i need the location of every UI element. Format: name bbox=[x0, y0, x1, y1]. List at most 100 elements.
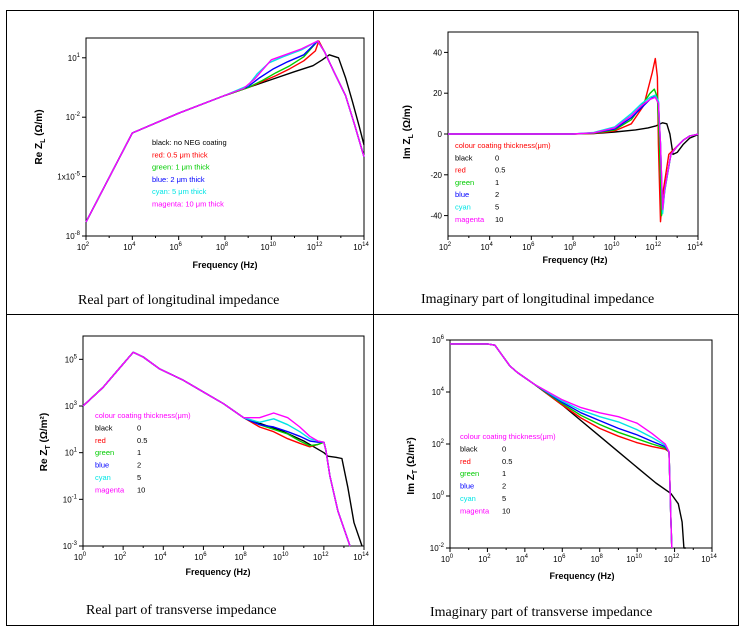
x-tick-label: 1012 bbox=[664, 554, 680, 564]
legend-value: 10 bbox=[502, 506, 510, 515]
legend-value: 5 bbox=[502, 494, 506, 503]
legend-value: 2 bbox=[137, 461, 141, 470]
legend-value: 1 bbox=[137, 448, 141, 457]
series-magenta-line bbox=[450, 343, 673, 549]
legend-entry: blue: 2 μm thick bbox=[152, 175, 205, 184]
legend-entry: magenta: 10 μm thick bbox=[152, 200, 224, 209]
series-red-line bbox=[82, 351, 351, 547]
x-axis-label: Frequency (Hz) bbox=[542, 255, 607, 265]
legend-entry: green bbox=[455, 178, 474, 187]
y-tick-label: -40 bbox=[430, 212, 442, 221]
grid-divider-horizontal bbox=[7, 314, 738, 315]
x-tick-label: 108 bbox=[591, 554, 604, 564]
series-blue-line bbox=[85, 40, 365, 223]
legend-value: 0.5 bbox=[137, 436, 147, 445]
plot-frame bbox=[82, 335, 365, 547]
y-tick-label: 10-1 bbox=[63, 494, 78, 504]
legend-entry: blue bbox=[455, 190, 469, 199]
series-magenta-line bbox=[82, 351, 351, 547]
y-tick-label: 40 bbox=[433, 48, 442, 57]
y-tick-label: 10-8 bbox=[66, 231, 81, 241]
legend-entry: colour coating thickness(μm) bbox=[460, 432, 556, 441]
legend-value: 2 bbox=[502, 482, 506, 491]
x-axis-label: Frequency (Hz) bbox=[192, 260, 257, 270]
x-tick-label: 1014 bbox=[701, 554, 717, 564]
y-tick-label: 10-3 bbox=[63, 541, 78, 551]
series-magenta-line bbox=[85, 40, 365, 223]
y-tick-label: 103 bbox=[65, 401, 78, 411]
x-tick-label: 1010 bbox=[273, 552, 289, 562]
series-cyan-line bbox=[85, 40, 365, 223]
x-tick-label: 104 bbox=[154, 552, 167, 562]
y-tick-label: 104 bbox=[432, 387, 445, 397]
x-tick-label: 1014 bbox=[353, 552, 369, 562]
x-tick-label: 108 bbox=[564, 242, 577, 252]
y-tick-label: 20 bbox=[433, 89, 442, 98]
x-tick-label: 102 bbox=[114, 552, 127, 562]
y-tick-label: 106 bbox=[432, 335, 445, 345]
legend-value: 1 bbox=[502, 469, 506, 478]
x-tick-label: 102 bbox=[77, 242, 90, 252]
plot-p1: 102 104 106 108 1010 1012 1014 10-8 1x10-5 10-2 10… bbox=[34, 37, 369, 270]
legend-value: 5 bbox=[495, 203, 499, 212]
x-tick-label: 1012 bbox=[313, 552, 329, 562]
legend-entry: magenta bbox=[460, 506, 490, 515]
legend-entry: black bbox=[455, 153, 473, 162]
legend-value: 0.5 bbox=[502, 457, 512, 466]
legend-value: 0.5 bbox=[495, 166, 505, 175]
legend-value: 5 bbox=[137, 473, 141, 482]
series-cyan-line bbox=[450, 343, 673, 549]
x-tick-label: 108 bbox=[216, 242, 229, 252]
x-tick-label: 102 bbox=[439, 242, 452, 252]
y-tick-label: 101 bbox=[68, 53, 81, 63]
legend-entry: magenta bbox=[455, 215, 485, 224]
plot-frame bbox=[85, 37, 365, 237]
x-tick-label: 1014 bbox=[353, 242, 369, 252]
legend-value: 10 bbox=[137, 485, 145, 494]
x-tick-label: 1014 bbox=[687, 242, 703, 252]
y-tick-label: 102 bbox=[432, 439, 445, 449]
legend-value: 0 bbox=[502, 444, 506, 453]
plot-p4: 100 102 104 106 108 1010 1012 10141061041021001… bbox=[406, 335, 717, 581]
y-tick-label: 101 bbox=[65, 448, 78, 458]
legend-entry: green bbox=[95, 448, 114, 457]
caption-imag-transverse: Imaginary part of transverse impedance bbox=[430, 605, 653, 620]
legend-entry: cyan bbox=[455, 203, 471, 212]
legend-entry: black: no NEG coating bbox=[152, 138, 227, 147]
legend-entry: cyan bbox=[95, 473, 111, 482]
legend-value: 10 bbox=[495, 215, 503, 224]
y-axis-label: Re ZL (Ω/m) bbox=[34, 109, 47, 164]
x-axis-label: Frequency (Hz) bbox=[185, 567, 250, 577]
x-tick-label: 108 bbox=[234, 552, 247, 562]
legend-entry: cyan: 5 μm thick bbox=[152, 187, 207, 196]
x-tick-label: 104 bbox=[481, 242, 494, 252]
x-tick-label: 102 bbox=[478, 554, 491, 564]
plot-frame bbox=[449, 339, 713, 549]
x-tick-label: 1012 bbox=[646, 242, 662, 252]
x-axis-label: Frequency (Hz) bbox=[549, 571, 614, 581]
series-blue-line bbox=[450, 343, 673, 549]
series-magenta-line bbox=[448, 96, 699, 211]
legend-value: 2 bbox=[495, 190, 499, 199]
legend-entry: green bbox=[460, 469, 479, 478]
legend-entry: colour coating thickness(μm) bbox=[95, 411, 191, 420]
y-tick-label: -20 bbox=[430, 171, 442, 180]
series-green-line bbox=[82, 351, 351, 547]
y-axis-label: Re ZT (Ω/m²) bbox=[39, 413, 52, 471]
series-black-line bbox=[82, 351, 363, 547]
y-axis-label: Im ZT (Ω/m²) bbox=[406, 437, 419, 494]
legend-entry: colour coating thickness(μm) bbox=[455, 141, 551, 150]
legend-entry: magenta bbox=[95, 485, 125, 494]
legend-entry: blue bbox=[460, 482, 474, 491]
x-tick-label: 106 bbox=[553, 554, 566, 564]
x-tick-label: 106 bbox=[170, 242, 183, 252]
legend-entry: green: 1 μm thick bbox=[152, 163, 210, 172]
plot-p2: 102 104 106 108 1010 1012 101440200-20-40Frequ… bbox=[402, 31, 703, 265]
legend-value: 0 bbox=[495, 153, 499, 162]
series-green-line bbox=[450, 343, 673, 549]
x-tick-label: 1012 bbox=[307, 242, 323, 252]
x-tick-label: 106 bbox=[194, 552, 207, 562]
y-tick-label: 0 bbox=[438, 130, 443, 139]
figure-grid bbox=[6, 10, 739, 626]
